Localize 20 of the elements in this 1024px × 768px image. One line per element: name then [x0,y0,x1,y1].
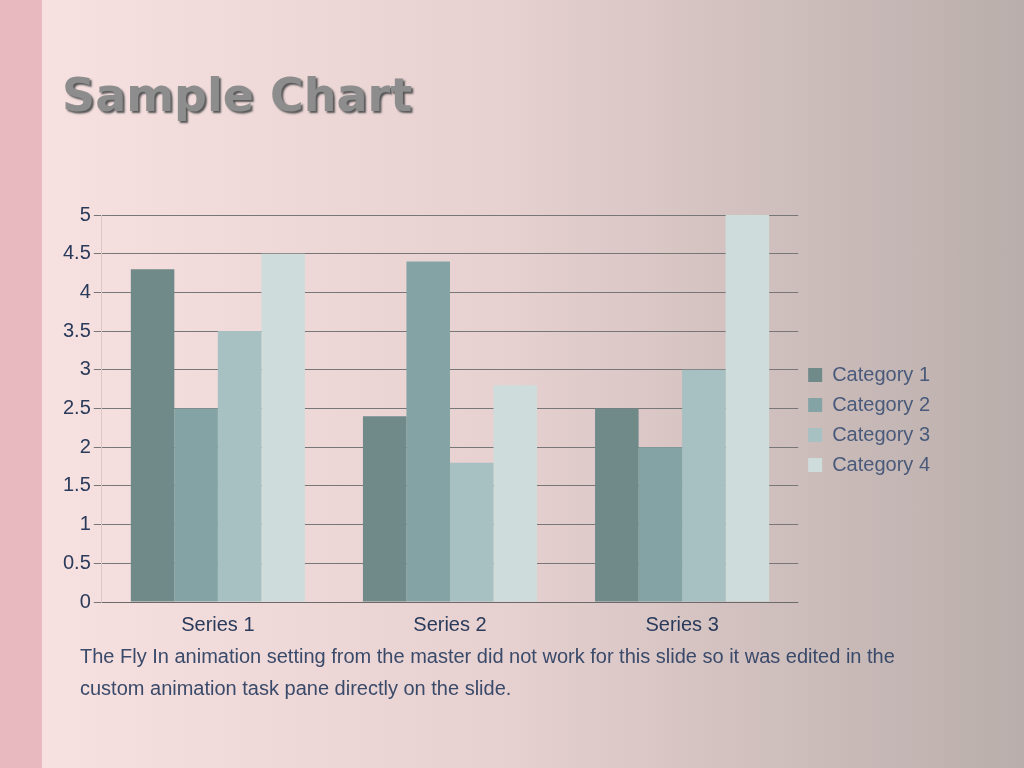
y-tick-label: 2 [79,434,91,457]
legend-label: Category 2 [832,392,931,415]
x-tick-label: Series 1 [181,612,255,635]
legend-label: Category 4 [832,452,931,475]
y-tick-label: 4 [79,279,91,302]
y-tick-label: 3 [79,357,91,380]
text: The Fly In animation setting from the master did not work for this slide so it was edited in the custom animation task pane directly on the slide. [80,644,896,701]
chart-title: Sample Chart [62,68,413,122]
legend-label: Category 1 [832,362,931,385]
y-tick-label: 0.5 [62,550,91,573]
x-tick-label: Series 2 [413,612,487,635]
legend-label: Category 3 [832,422,931,445]
y-tick-label: 1.5 [62,473,91,496]
y-tick-label: 0 [79,589,91,612]
y-tick-label: 3.5 [62,318,91,341]
y-tick-label: 2.5 [62,396,91,419]
y-tick-label: 4.5 [62,241,91,264]
y-tick-label: 1 [79,512,91,535]
y-tick-label: 5 [79,202,91,225]
x-tick-label: Series 3 [645,612,719,635]
